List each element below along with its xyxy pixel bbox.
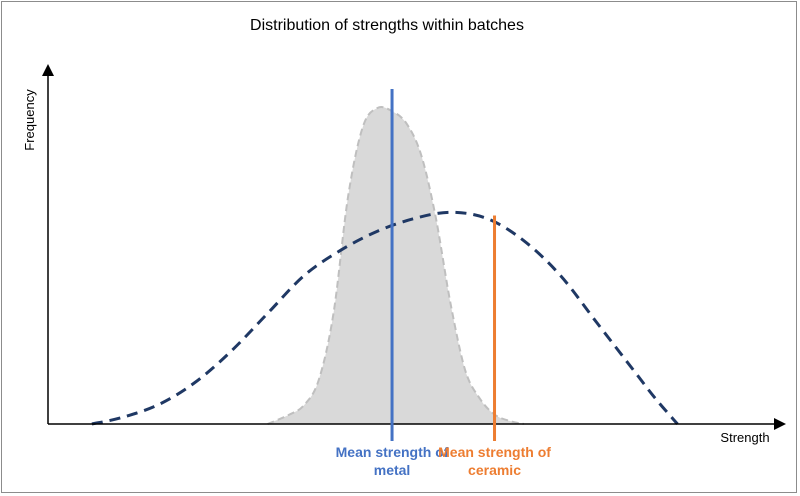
- mean-metal-label-line-1: Mean strength of: [336, 444, 449, 460]
- series-metal-fill: [267, 107, 524, 424]
- mean-ceramic-label-line-2: ceramic: [468, 462, 521, 478]
- mean-ceramic-label-line-1: Mean strength of: [438, 444, 551, 460]
- mean-metal-label-line-2: metal: [374, 462, 411, 478]
- series-ceramic-line: [91, 210, 679, 426]
- x-axis-label: Strength: [720, 430, 769, 445]
- chart-title: Distribution of strengths within batches: [250, 17, 524, 34]
- series-metal-outline: [267, 106, 525, 425]
- plot-layer: [91, 106, 679, 426]
- marker-layer: Mean strength of metal Mean strength of cer…: [336, 89, 551, 478]
- y-axis-label: Frequency: [22, 89, 37, 151]
